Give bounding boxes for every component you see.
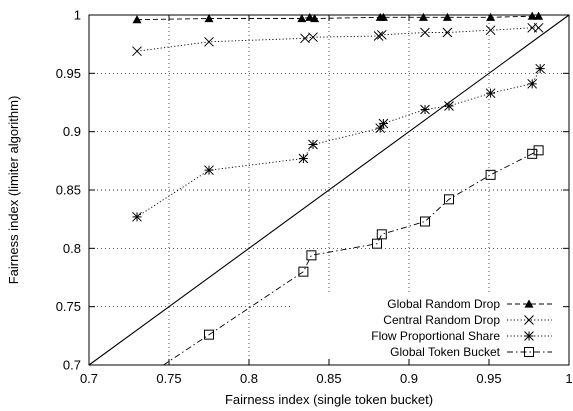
y-tick-label: 0.75: [56, 299, 81, 314]
axis-ticks: 0.7 0.75 0.8 0.85 0.9 0.95 1 0.7 0.75 0.8 0.85 0.9 0…: [56, 8, 573, 387]
data-point: [297, 14, 307, 23]
legend-marker: [524, 299, 534, 308]
legend-marker: [524, 347, 534, 357]
data-point: [204, 329, 214, 340]
legend-label: Global Token Bucket: [390, 345, 501, 359]
y-tick-label: 0.8: [63, 241, 81, 256]
data-point: [378, 12, 388, 21]
data-point: [204, 165, 214, 176]
x-tick-label: 0.9: [400, 371, 418, 386]
data-point: [485, 88, 496, 99]
x-tick-label: 0.85: [316, 371, 341, 386]
series-line: [136, 15, 539, 21]
data-point: [376, 29, 387, 40]
legend-item: Central Random Drop: [383, 313, 552, 327]
reference-diagonal-line: [88, 14, 570, 366]
series-flow-proportional-share: [132, 63, 546, 222]
legend-label: Global Random Drop: [387, 297, 500, 311]
data-point: [375, 123, 386, 134]
x-tick-label: 0.8: [240, 371, 258, 386]
data-point: [378, 118, 389, 129]
data-point: [527, 78, 538, 89]
data-point: [485, 25, 496, 36]
data-point: [308, 32, 318, 43]
data-point: [308, 139, 318, 150]
data-point: [527, 11, 537, 20]
data-point: [310, 14, 320, 23]
data-point: [373, 31, 384, 41]
series-global-token-bucket: [163, 145, 544, 366]
data-point: [533, 22, 544, 33]
x-tick-label: 0.75: [156, 371, 181, 386]
series-line: [136, 68, 541, 218]
data-point: [534, 11, 544, 20]
data-point: [485, 169, 496, 180]
data-point: [132, 211, 142, 222]
series-global-random-drop: [132, 11, 544, 24]
data-point: [420, 27, 430, 38]
legend-marker: [524, 331, 534, 341]
data-point: [300, 33, 310, 44]
legend-marker: [524, 315, 534, 325]
data-point: [420, 104, 430, 115]
data-point: [298, 266, 309, 277]
legend-label: Flow Proportional Share: [371, 329, 500, 343]
legend: Global Random Drop Central Random Drop Flo…: [371, 297, 552, 359]
data-point: [204, 36, 214, 47]
data-point: [442, 27, 453, 38]
series-line: [163, 149, 539, 366]
data-point: [376, 229, 387, 240]
x-tick-label: 1: [565, 371, 572, 386]
legend-item: Flow Proportional Share: [371, 329, 552, 343]
y-tick-label: 0.7: [63, 358, 81, 373]
y-tick-label: 1: [74, 8, 81, 23]
y-axis-label: Fairness index (limiter algorithm): [6, 96, 21, 285]
legend-item: Global Token Bucket: [390, 345, 552, 359]
series-layer: [132, 11, 546, 366]
x-tick-label: 0.95: [476, 371, 501, 386]
y-tick-label: 0.85: [56, 183, 81, 198]
data-point: [527, 148, 538, 159]
legend-label: Central Random Drop: [383, 313, 500, 327]
legend-item: Global Random Drop: [387, 297, 552, 311]
data-point: [442, 12, 452, 21]
data-point: [306, 250, 317, 261]
x-axis-label: Fairness index (single token bucket): [225, 392, 433, 407]
data-point: [132, 15, 142, 24]
y-tick-label: 0.95: [56, 66, 81, 81]
data-point: [298, 153, 309, 164]
data-point: [420, 216, 430, 227]
data-point: [535, 63, 546, 74]
series-central-random-drop: [132, 22, 544, 57]
data-point: [418, 12, 428, 21]
data-point: [533, 145, 544, 156]
x-tick-label: 0.7: [80, 371, 98, 386]
data-point: [486, 12, 496, 21]
data-point: [444, 101, 454, 111]
data-point: [444, 194, 454, 205]
data-point: [132, 46, 142, 57]
series-line: [136, 27, 539, 52]
y-tick-label: 0.9: [63, 124, 81, 139]
data-point: [204, 14, 214, 23]
